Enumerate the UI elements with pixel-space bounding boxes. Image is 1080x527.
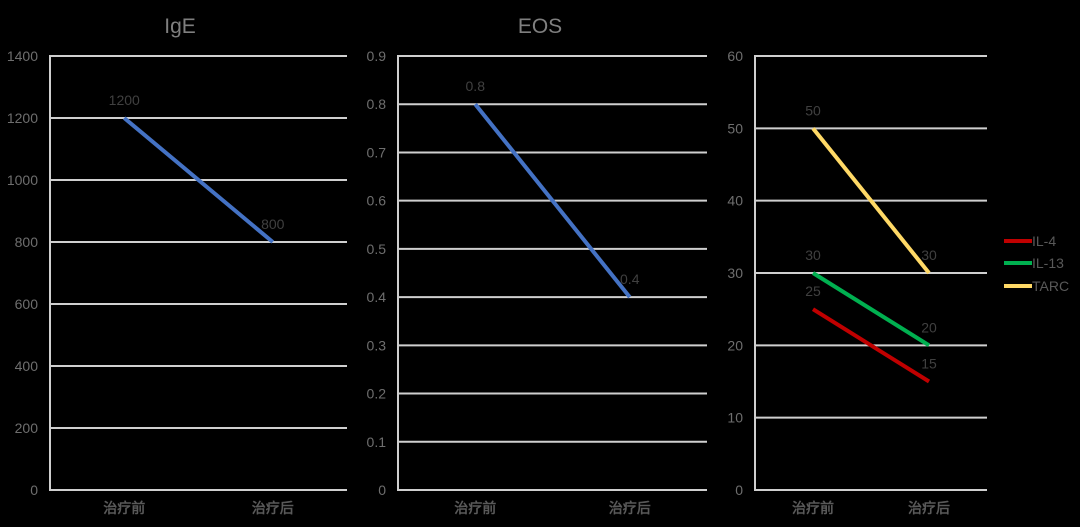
y-tick-label: 60 [727,48,743,64]
y-tick-label: 400 [15,358,39,374]
chart-title: IgE [164,15,196,38]
y-tick-label: 800 [15,234,39,250]
x-category-label: 治疗后 [908,500,950,516]
x-category-label: 治疗前 [454,500,496,516]
data-label: 30 [805,247,821,263]
y-tick-label: 200 [15,420,39,436]
x-category-label: 治疗后 [609,500,651,516]
x-category-label: 治疗后 [252,500,294,516]
series-line-eos [473,102,632,299]
legend: IL-4 IL-13 TARC [1004,233,1069,294]
y-tick-label: 0.4 [367,289,387,305]
y-tick-label: 0.5 [367,241,387,257]
legend-item-il-13: IL-13 [1004,255,1064,271]
data-label: 0.8 [466,78,486,94]
y-tick-label: 0.3 [367,337,387,353]
legend-label: IL-4 [1032,233,1056,249]
y-tick-label: 0.7 [367,144,387,160]
data-label: 0.4 [620,271,640,287]
legend-label: IL-13 [1032,255,1064,271]
y-tick-label: 10 [727,410,743,426]
eos-chart: EOS 0 0.1 0.2 0.3 0.4 0.5 0.6 0.7 0.8 0.9 治疗前 治疗后 0.8… [367,15,707,516]
data-label: 50 [805,102,821,118]
y-tick-label: 20 [727,337,743,353]
data-label: 30 [921,247,937,263]
data-label: 800 [261,216,285,232]
ige-chart: IgE 0 200 400 600 800 1000 1200 1400 治疗前 治疗后 1200 80… [7,15,347,516]
y-tick-label: 0 [378,482,386,498]
y-tick-label: 40 [727,193,743,209]
y-tick-label: 50 [727,120,743,136]
y-tick-label: 0.9 [367,48,387,64]
chart-title: EOS [518,15,562,38]
y-tick-label: 600 [15,296,39,312]
y-tick-label: 1400 [7,48,38,64]
series-line-il-4 [811,307,931,384]
y-tick-label: 0.8 [367,96,387,112]
y-tick-label: 0 [30,482,38,498]
x-category-label: 治疗前 [103,500,145,516]
cytokine-chart: 0 10 20 30 40 50 60 治疗前 治疗后 25 15 30 20 50 30 IL-4 IL-13… [727,48,1069,516]
y-tick-label: 0.2 [367,386,387,402]
y-tick-label: 1200 [7,110,38,126]
y-tick-label: 30 [727,265,743,281]
x-category-label: 治疗前 [792,500,834,516]
legend-item-tarc: TARC [1004,278,1069,294]
series-line-il-13 [811,271,931,348]
y-tick-label: 1000 [7,172,38,188]
y-tick-label: 0.6 [367,193,387,209]
y-tick-label: 0.1 [367,434,387,450]
y-tick-label: 0 [735,482,743,498]
legend-label: TARC [1032,278,1069,294]
legend-item-il-4: IL-4 [1004,233,1056,249]
data-label: 20 [921,319,937,335]
series-line-tarc [811,127,931,275]
data-label: 15 [921,356,937,372]
data-label: 25 [805,283,821,299]
data-label: 1200 [109,92,140,108]
series-line-ige [122,116,275,244]
